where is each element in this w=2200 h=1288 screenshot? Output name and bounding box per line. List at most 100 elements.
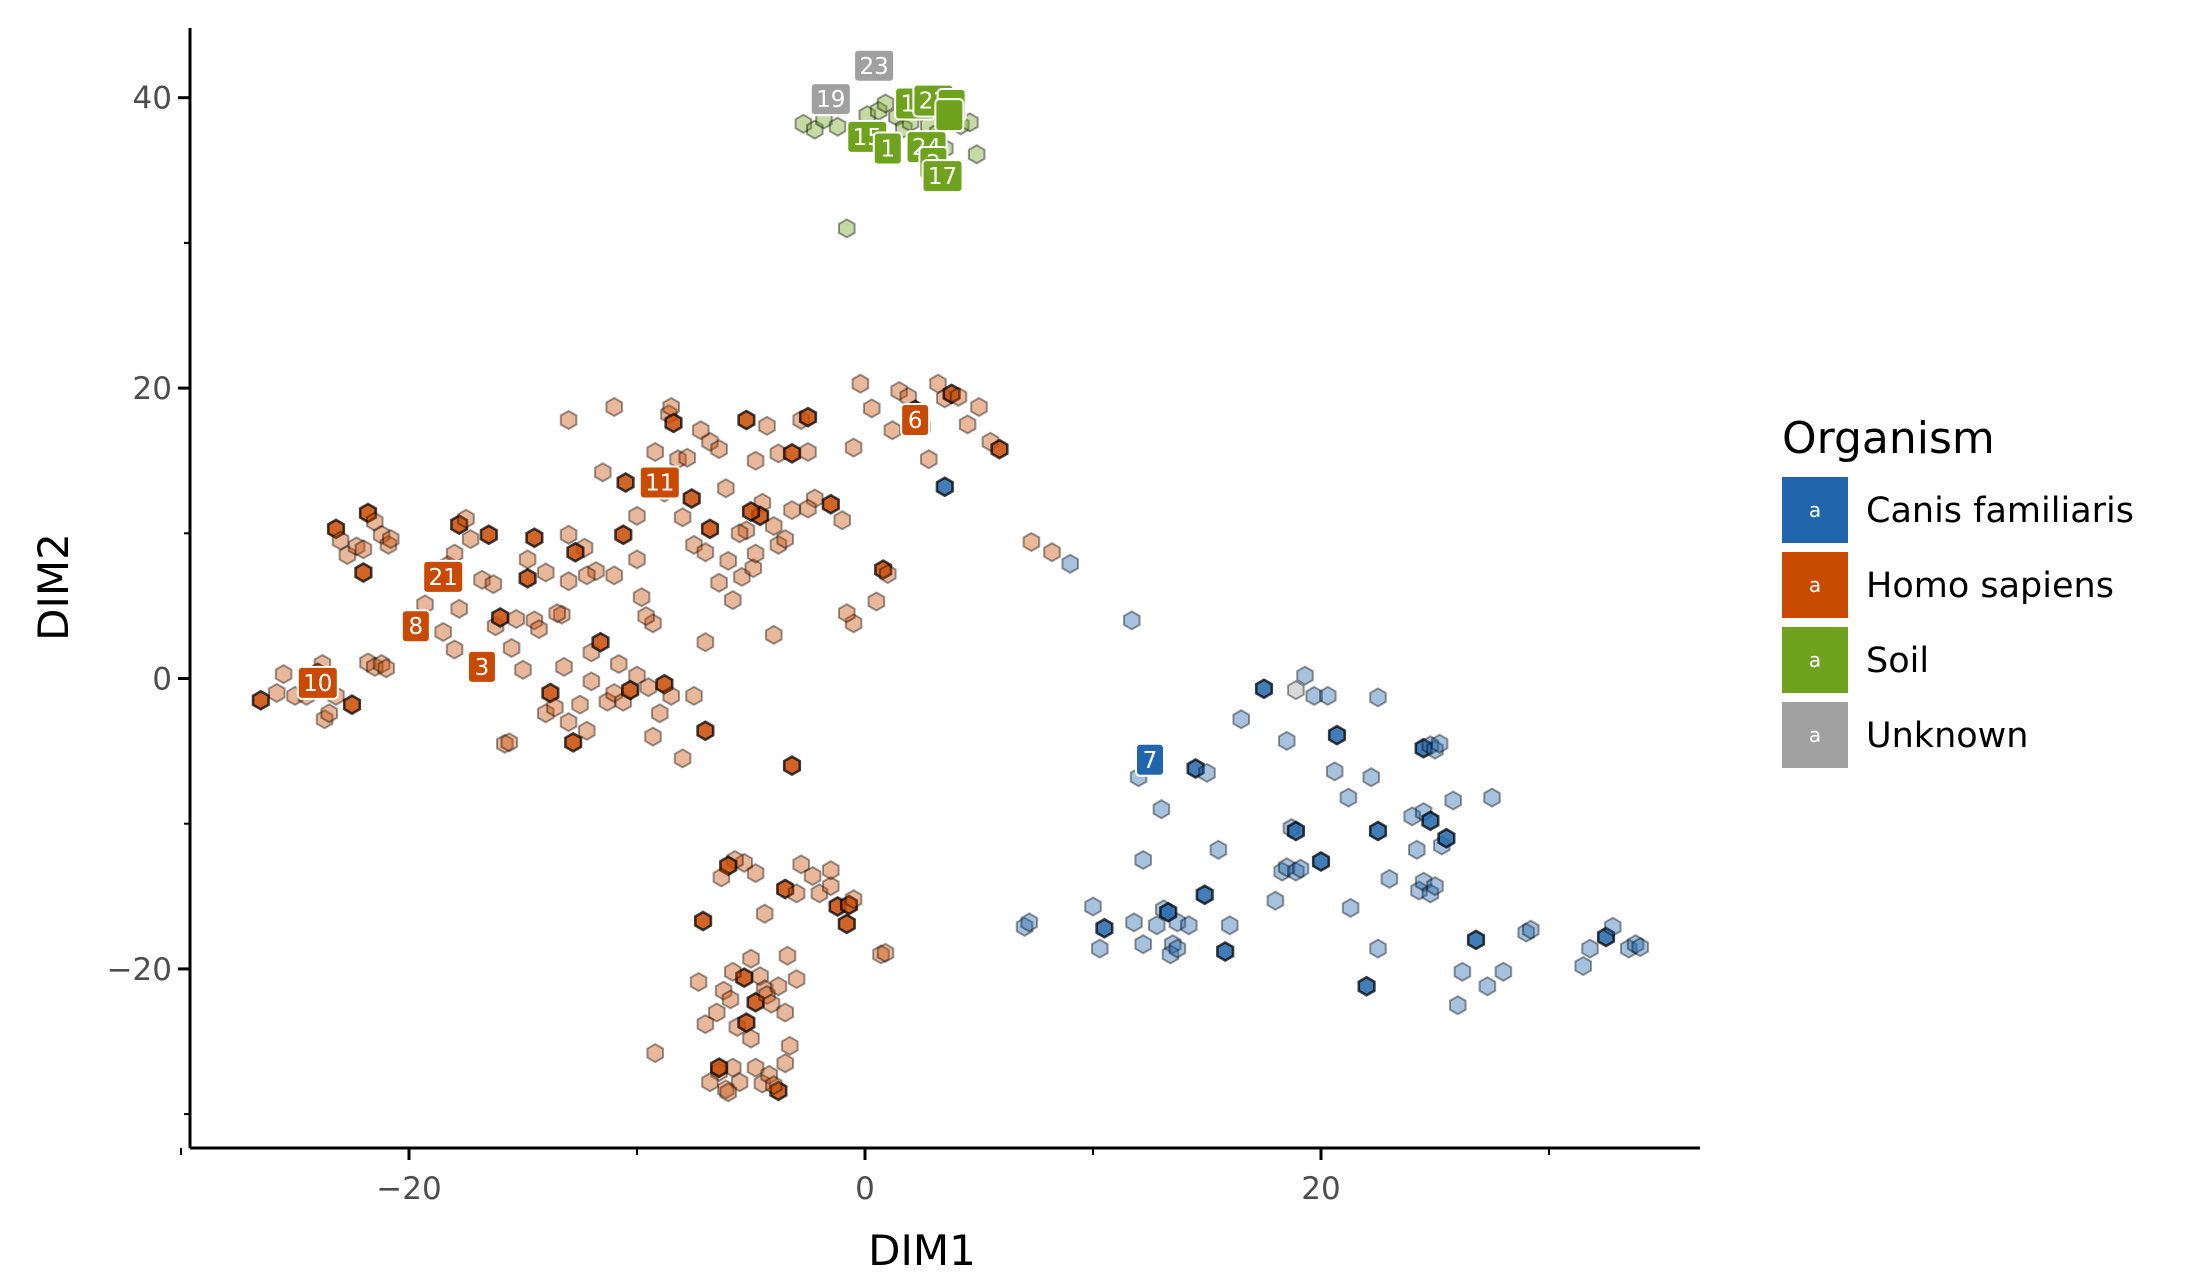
data-point <box>838 218 856 239</box>
data-point <box>1152 799 1171 820</box>
data-point <box>1186 757 1205 780</box>
data-point <box>566 541 585 563</box>
point-label-text: 19 <box>816 87 845 113</box>
data-point <box>883 420 902 441</box>
data-point <box>366 656 384 678</box>
data-point <box>1522 919 1540 940</box>
data-point <box>876 942 895 964</box>
x-ticks: −20 0 20 <box>180 1148 1550 1207</box>
legend-key-glyph: a <box>1809 723 1821 747</box>
data-point <box>655 673 674 695</box>
data-point <box>1631 936 1649 958</box>
data-point <box>696 542 715 563</box>
point-label: 23 <box>853 48 896 83</box>
data-point <box>518 549 537 570</box>
data-point <box>331 530 350 551</box>
data-point <box>578 565 596 586</box>
data-point <box>628 505 646 527</box>
data-point <box>450 514 469 536</box>
y-ticks: −20 0 20 40 <box>107 81 190 1116</box>
data-point <box>1198 762 1216 784</box>
data-point <box>326 518 346 540</box>
data-point <box>778 945 797 966</box>
data-point <box>719 1082 737 1103</box>
point-label: 3 <box>466 649 497 684</box>
data-point <box>776 1002 794 1023</box>
data-point <box>445 639 464 660</box>
data-point <box>553 604 571 625</box>
data-point <box>929 373 947 394</box>
data-point <box>821 493 840 515</box>
data-point <box>1123 610 1141 631</box>
data-point <box>787 968 806 990</box>
data-point <box>719 550 737 572</box>
data-point <box>1311 850 1331 873</box>
legend-label: Unknown <box>1866 716 2028 756</box>
point-label-box <box>853 48 896 83</box>
data-point <box>268 682 286 704</box>
data-point <box>537 562 555 583</box>
data-point <box>450 598 468 619</box>
legend-label: Homo sapiens <box>1866 566 2114 606</box>
point-label-box <box>638 465 681 500</box>
data-point <box>1414 737 1433 759</box>
data-point <box>1278 857 1296 878</box>
data-point <box>869 100 888 121</box>
data-point <box>628 549 646 570</box>
data-point <box>637 605 655 627</box>
data-point <box>696 1013 715 1035</box>
y-tick-label: −20 <box>107 952 172 988</box>
data-point <box>1596 926 1616 948</box>
data-point <box>783 499 801 521</box>
data-point <box>1414 871 1433 892</box>
data-point <box>967 144 986 165</box>
point-label-text: 23 <box>859 54 888 80</box>
data-point <box>872 944 890 965</box>
data-point <box>776 878 795 900</box>
data-point <box>379 534 398 556</box>
data-point <box>1339 787 1358 808</box>
data-point <box>787 883 806 904</box>
data-point <box>537 703 555 724</box>
data-point <box>1161 944 1180 965</box>
data-point <box>753 1073 772 1094</box>
data-point <box>354 539 373 560</box>
data-point <box>879 563 897 585</box>
data-point <box>525 527 544 549</box>
data-point <box>1061 553 1079 574</box>
data-point <box>970 396 988 418</box>
point-label-text: 21 <box>429 565 458 591</box>
data-point <box>610 653 628 675</box>
y-axis: −20 0 20 40 DIM2 <box>29 28 192 1148</box>
data-point <box>735 967 754 989</box>
data-point <box>742 948 760 969</box>
legend-item: a Unknown <box>1782 702 2028 768</box>
legend-key <box>1782 552 1848 618</box>
data-point <box>434 621 452 643</box>
point-label: 6 <box>900 403 931 438</box>
data-point <box>518 567 537 589</box>
data-point <box>730 1072 749 1093</box>
point-label: 7 <box>1135 742 1165 777</box>
data-point <box>1209 839 1228 860</box>
data-point <box>724 589 742 611</box>
data-point <box>692 420 710 441</box>
point-label-text: 10 <box>303 671 332 697</box>
data-point <box>1287 861 1305 882</box>
legend-key <box>1782 702 1848 768</box>
data-point <box>746 543 765 564</box>
data-point <box>1341 897 1360 919</box>
data-point <box>632 587 651 608</box>
data-point <box>760 1064 778 1086</box>
data-point <box>559 571 578 592</box>
y-tick-label: 40 <box>133 81 172 117</box>
data-point <box>828 116 847 137</box>
data-point <box>794 113 813 134</box>
point-label: 21 <box>422 559 465 594</box>
data-point <box>1403 806 1421 827</box>
data-point <box>496 733 514 754</box>
data-point <box>1296 665 1314 686</box>
data-point <box>874 559 893 581</box>
data-point <box>1494 961 1513 982</box>
